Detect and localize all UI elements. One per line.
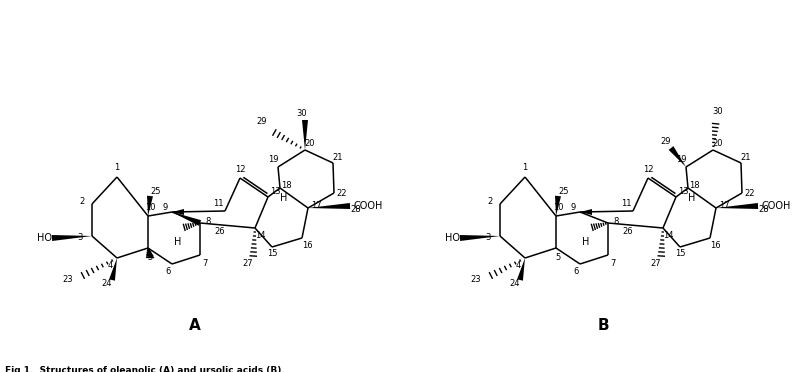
- Text: 6: 6: [165, 266, 171, 276]
- Text: 8: 8: [614, 218, 618, 227]
- Polygon shape: [172, 209, 184, 215]
- Text: H: H: [280, 193, 288, 203]
- Text: 30: 30: [297, 109, 307, 118]
- Text: 7: 7: [610, 259, 616, 267]
- Polygon shape: [308, 203, 350, 209]
- Text: 19: 19: [676, 155, 686, 164]
- Text: 18: 18: [281, 180, 291, 189]
- Text: 6: 6: [573, 266, 579, 276]
- Text: 17: 17: [719, 201, 729, 209]
- Text: 26: 26: [622, 228, 634, 237]
- Text: 21: 21: [741, 154, 751, 163]
- Polygon shape: [669, 146, 686, 167]
- Text: 27: 27: [650, 260, 662, 269]
- Polygon shape: [172, 212, 201, 226]
- Text: 13: 13: [678, 186, 689, 196]
- Text: 26: 26: [215, 228, 225, 237]
- Text: 5: 5: [148, 253, 152, 262]
- Text: B: B: [597, 318, 609, 334]
- Text: 23: 23: [471, 276, 481, 285]
- Text: H: H: [174, 237, 182, 247]
- Text: 5: 5: [555, 253, 561, 262]
- Text: 22: 22: [745, 189, 755, 199]
- Text: 24: 24: [510, 279, 520, 289]
- Text: 10: 10: [144, 202, 156, 212]
- Polygon shape: [517, 258, 525, 280]
- Text: 4: 4: [108, 260, 113, 269]
- Text: 11: 11: [213, 199, 223, 208]
- Text: Fig 1.  Structures of oleanolic (A) and ursolic acids (B).: Fig 1. Structures of oleanolic (A) and u…: [5, 366, 285, 372]
- Text: 13: 13: [270, 186, 280, 196]
- Text: 10: 10: [553, 202, 563, 212]
- Text: 27: 27: [243, 260, 253, 269]
- Text: 17: 17: [310, 201, 322, 209]
- Polygon shape: [52, 235, 92, 241]
- Text: 25: 25: [151, 187, 161, 196]
- Text: 12: 12: [235, 164, 245, 173]
- Text: 12: 12: [642, 164, 654, 173]
- Text: 22: 22: [337, 189, 347, 199]
- Text: 16: 16: [302, 241, 312, 250]
- Text: 30: 30: [713, 108, 723, 116]
- Text: A: A: [189, 318, 201, 334]
- Text: HO: HO: [445, 233, 460, 243]
- Text: 20: 20: [305, 140, 315, 148]
- Polygon shape: [302, 120, 308, 150]
- Text: 14: 14: [255, 231, 265, 240]
- Text: 29: 29: [661, 138, 671, 147]
- Text: H: H: [689, 193, 696, 203]
- Text: 23: 23: [63, 276, 73, 285]
- Text: COOH: COOH: [761, 201, 790, 211]
- Text: 16: 16: [709, 241, 721, 250]
- Text: 11: 11: [621, 199, 631, 208]
- Text: H: H: [583, 237, 590, 247]
- Text: 3: 3: [77, 232, 83, 241]
- Polygon shape: [716, 203, 758, 209]
- Text: 24: 24: [102, 279, 113, 289]
- Text: 9: 9: [162, 202, 168, 212]
- Text: 25: 25: [559, 187, 569, 196]
- Text: 14: 14: [663, 231, 674, 240]
- Text: 3: 3: [485, 232, 491, 241]
- Text: 9: 9: [571, 202, 575, 212]
- Text: 2: 2: [488, 198, 492, 206]
- Text: 2: 2: [79, 198, 85, 206]
- Polygon shape: [460, 235, 500, 241]
- Text: 1: 1: [114, 164, 120, 173]
- Polygon shape: [555, 196, 561, 216]
- Text: 29: 29: [257, 118, 267, 126]
- Text: 15: 15: [267, 248, 277, 257]
- Text: HO: HO: [37, 233, 52, 243]
- Text: COOH: COOH: [353, 201, 382, 211]
- Polygon shape: [109, 258, 117, 280]
- Polygon shape: [580, 209, 592, 215]
- Text: 7: 7: [203, 259, 207, 267]
- Text: 21: 21: [333, 154, 343, 163]
- Text: 1: 1: [523, 164, 527, 173]
- Text: 8: 8: [205, 218, 211, 227]
- Text: 19: 19: [268, 155, 279, 164]
- Text: 4: 4: [516, 260, 520, 269]
- Text: 20: 20: [713, 140, 723, 148]
- Text: 28: 28: [759, 205, 769, 215]
- Text: 18: 18: [689, 180, 699, 189]
- Polygon shape: [147, 196, 153, 216]
- Text: 15: 15: [675, 248, 685, 257]
- Text: 28: 28: [350, 205, 361, 215]
